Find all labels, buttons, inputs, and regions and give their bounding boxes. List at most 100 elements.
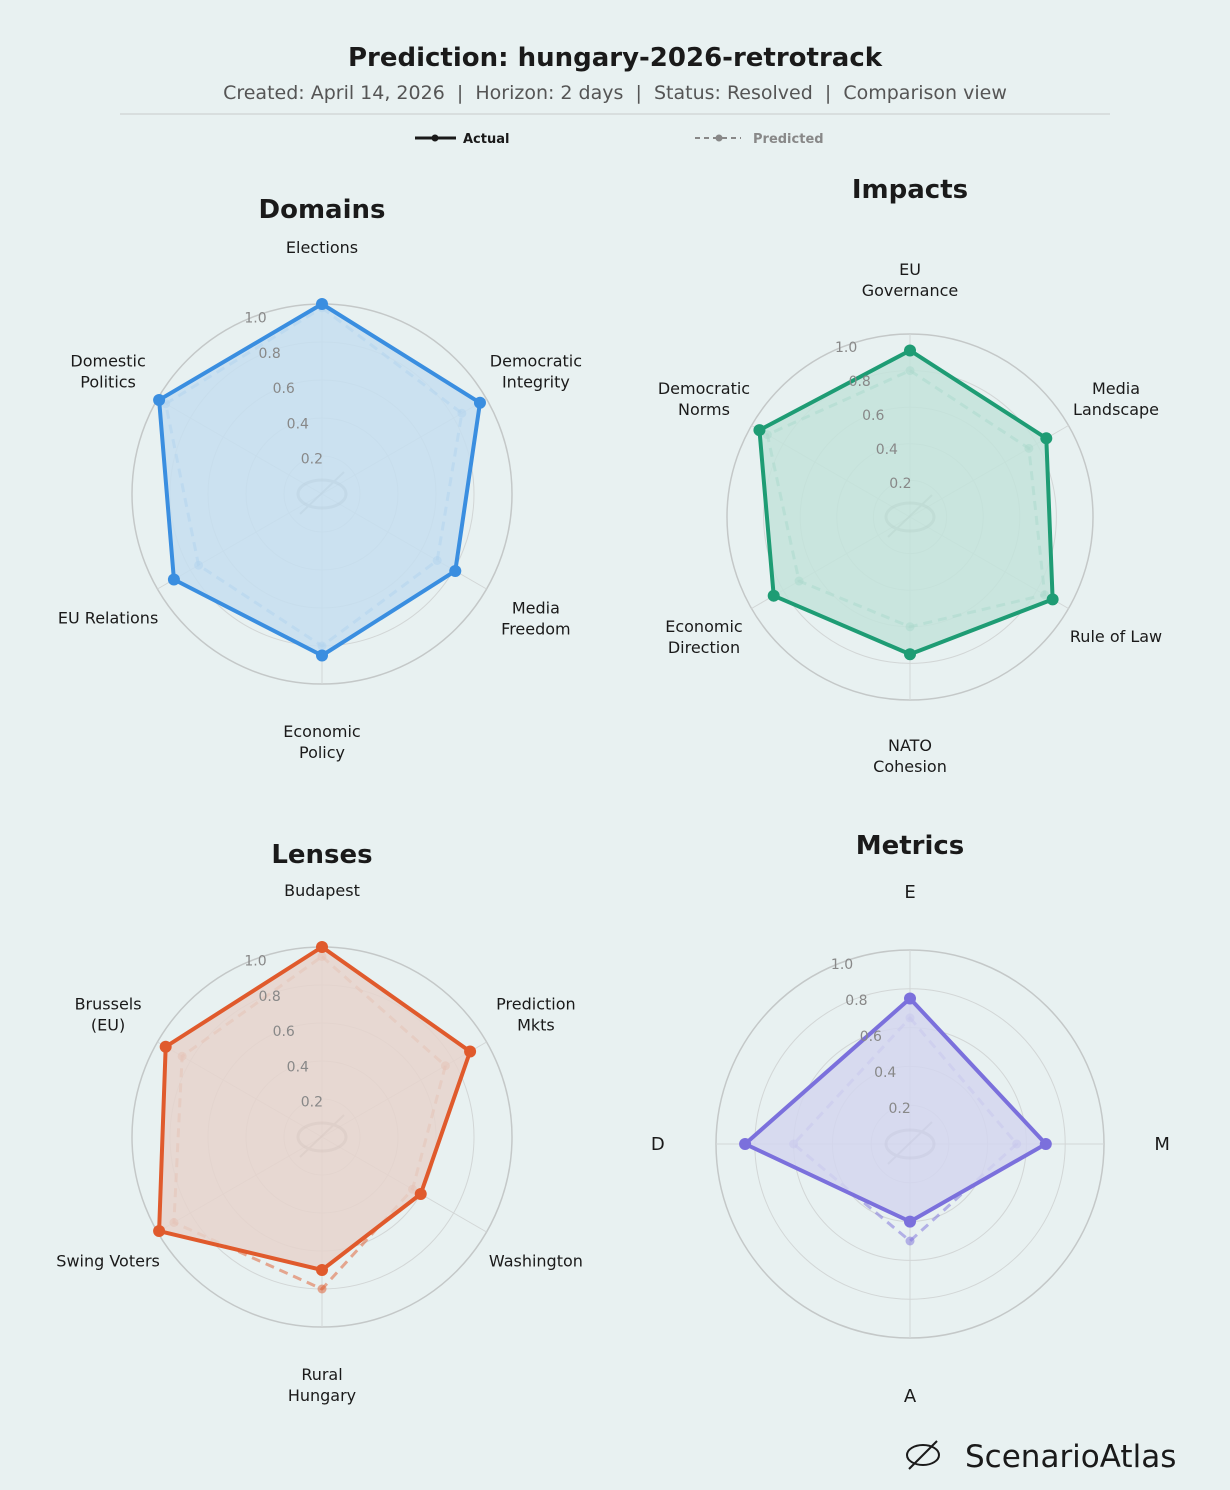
axis-label: EU Relations: [58, 609, 158, 628]
chart-title: Impacts: [852, 175, 968, 205]
actual-area: [745, 998, 1046, 1222]
axis-label: Economic Direction: [665, 617, 742, 657]
actual-point: [1046, 593, 1059, 606]
actual-point: [316, 941, 328, 953]
axis-label-line: NATO: [888, 736, 932, 755]
axis-label: D: [651, 1134, 665, 1155]
axis-label-line: Prediction: [496, 995, 575, 1014]
brand-logo-slash: [908, 1440, 938, 1470]
actual-point: [1039, 1138, 1052, 1150]
axis-label-line: Washington: [489, 1252, 583, 1271]
actual-point: [1040, 432, 1053, 445]
brand-logo-icon: [906, 1444, 940, 1466]
axis-label-line: EU Relations: [58, 609, 158, 628]
r-tick-label: 1.0: [831, 957, 853, 973]
axis-label: Domestic Politics: [70, 352, 145, 392]
axis-label-line: Brussels: [75, 995, 142, 1014]
actual-point: [153, 393, 166, 406]
radar-chart-impacts: Impacts 0.2 0.4 0.6 0.8 1.0 EU Governance Media L…: [658, 175, 1162, 776]
r-tick-label: 0.8: [845, 993, 867, 1009]
r-tick-label: 1.0: [244, 311, 266, 327]
axis-label-line: A: [904, 1386, 917, 1407]
axis-label-line: Economic: [665, 617, 742, 636]
page-title: Prediction: hungary-2026-retrotrack: [348, 43, 883, 73]
axis-label: Washington: [489, 1252, 583, 1271]
r-tick-label: 0.2: [889, 476, 911, 492]
legend-actual-label: Actual: [463, 132, 509, 147]
axis-label: Rural Hungary: [288, 1365, 356, 1405]
actual-point: [464, 1045, 477, 1058]
brand-logo: [906, 1440, 940, 1470]
radar-chart-domains: Domains 0.2 0.4 0.6 0.8 1.0 Elections Democrati…: [58, 195, 582, 762]
r-tick-label: 0.6: [273, 381, 295, 397]
actual-point: [753, 424, 766, 437]
r-tick-label: 0.4: [287, 416, 309, 432]
actual-point: [449, 564, 462, 577]
axis-label-line: Democratic: [490, 352, 582, 371]
predicted-point: [905, 1236, 915, 1246]
axis-label-line: E: [904, 882, 915, 903]
axis-label-line: Cohesion: [873, 757, 947, 776]
axis-label-line: Norms: [678, 400, 730, 419]
axis-label: Rule of Law: [1070, 627, 1162, 646]
axis-label: Brussels (EU): [75, 995, 142, 1035]
axis-label-line: Landscape: [1073, 400, 1159, 419]
r-tick-label: 0.4: [874, 1065, 896, 1081]
actual-point: [739, 1138, 752, 1150]
brand-name: ScenarioAtlas: [965, 1439, 1176, 1475]
actual-point: [316, 298, 328, 310]
actual-point: [904, 648, 916, 661]
actual-area: [159, 947, 471, 1270]
r-tick-label: 0.2: [301, 1095, 323, 1111]
axis-label-line: Freedom: [501, 620, 570, 639]
axis-label-line: (EU): [91, 1016, 125, 1035]
axis-label-line: Rural: [301, 1365, 342, 1384]
axis-label-line: Direction: [668, 638, 740, 657]
axis-label: Prediction Mkts: [496, 995, 575, 1035]
actual-point: [167, 573, 180, 586]
axis-label-line: Integrity: [502, 373, 570, 392]
r-tick-label: 0.8: [258, 346, 280, 362]
axis-label-line: Hungary: [288, 1386, 356, 1405]
legend-predicted-marker: [715, 134, 723, 142]
axis-label-line: M: [1154, 1134, 1170, 1155]
axis-label: Media Landscape: [1073, 379, 1159, 419]
actual-point: [904, 344, 916, 357]
r-tick-label: 0.6: [862, 408, 884, 424]
predicted-point: [317, 1284, 327, 1294]
axis-label: Democratic Integrity: [490, 352, 582, 392]
r-tick-label: 0.8: [258, 989, 280, 1005]
axis-label-line: Media: [512, 599, 560, 618]
legend-actual-marker: [431, 134, 439, 142]
legend: Actual Predicted: [415, 132, 824, 147]
actual-point: [316, 649, 328, 662]
axis-label: Swing Voters: [56, 1252, 160, 1271]
axis-label-line: Rule of Law: [1070, 627, 1162, 646]
axis-label-line: Economic: [283, 722, 360, 741]
axis-label-line: EU: [899, 260, 921, 279]
axis-label: Elections: [286, 238, 358, 257]
actual-point: [159, 1040, 172, 1053]
axis-label: Budapest: [284, 881, 360, 900]
r-tick-label: 0.2: [301, 452, 323, 468]
axis-label: A: [904, 1386, 917, 1407]
chart-title: Metrics: [856, 831, 965, 861]
axis-label-line: D: [651, 1134, 665, 1155]
axis-label: Economic Policy: [283, 722, 360, 762]
actual-point: [473, 396, 486, 409]
r-tick-label: 0.6: [860, 1029, 882, 1045]
axis-label: Media Freedom: [501, 599, 570, 639]
radar-chart-lenses: Lenses 0.2 0.4 0.6 0.8 1.0 Budapest Prediction M…: [56, 840, 583, 1405]
actual-point: [904, 992, 916, 1005]
axis-label: EU Governance: [862, 260, 959, 300]
legend-predicted-label: Predicted: [753, 132, 824, 147]
axis-label-line: Governance: [862, 281, 959, 300]
chart-title: Domains: [259, 195, 386, 225]
r-tick-label: 0.4: [287, 1059, 309, 1075]
radar-chart-metrics: Metrics 0.2 0.4 0.6 0.8 1.0 E M A D: [651, 831, 1170, 1407]
r-tick-label: 0.4: [876, 442, 898, 458]
actual-point: [153, 1225, 166, 1238]
axis-label-line: Media: [1092, 379, 1140, 398]
axis-label: M: [1154, 1134, 1170, 1155]
